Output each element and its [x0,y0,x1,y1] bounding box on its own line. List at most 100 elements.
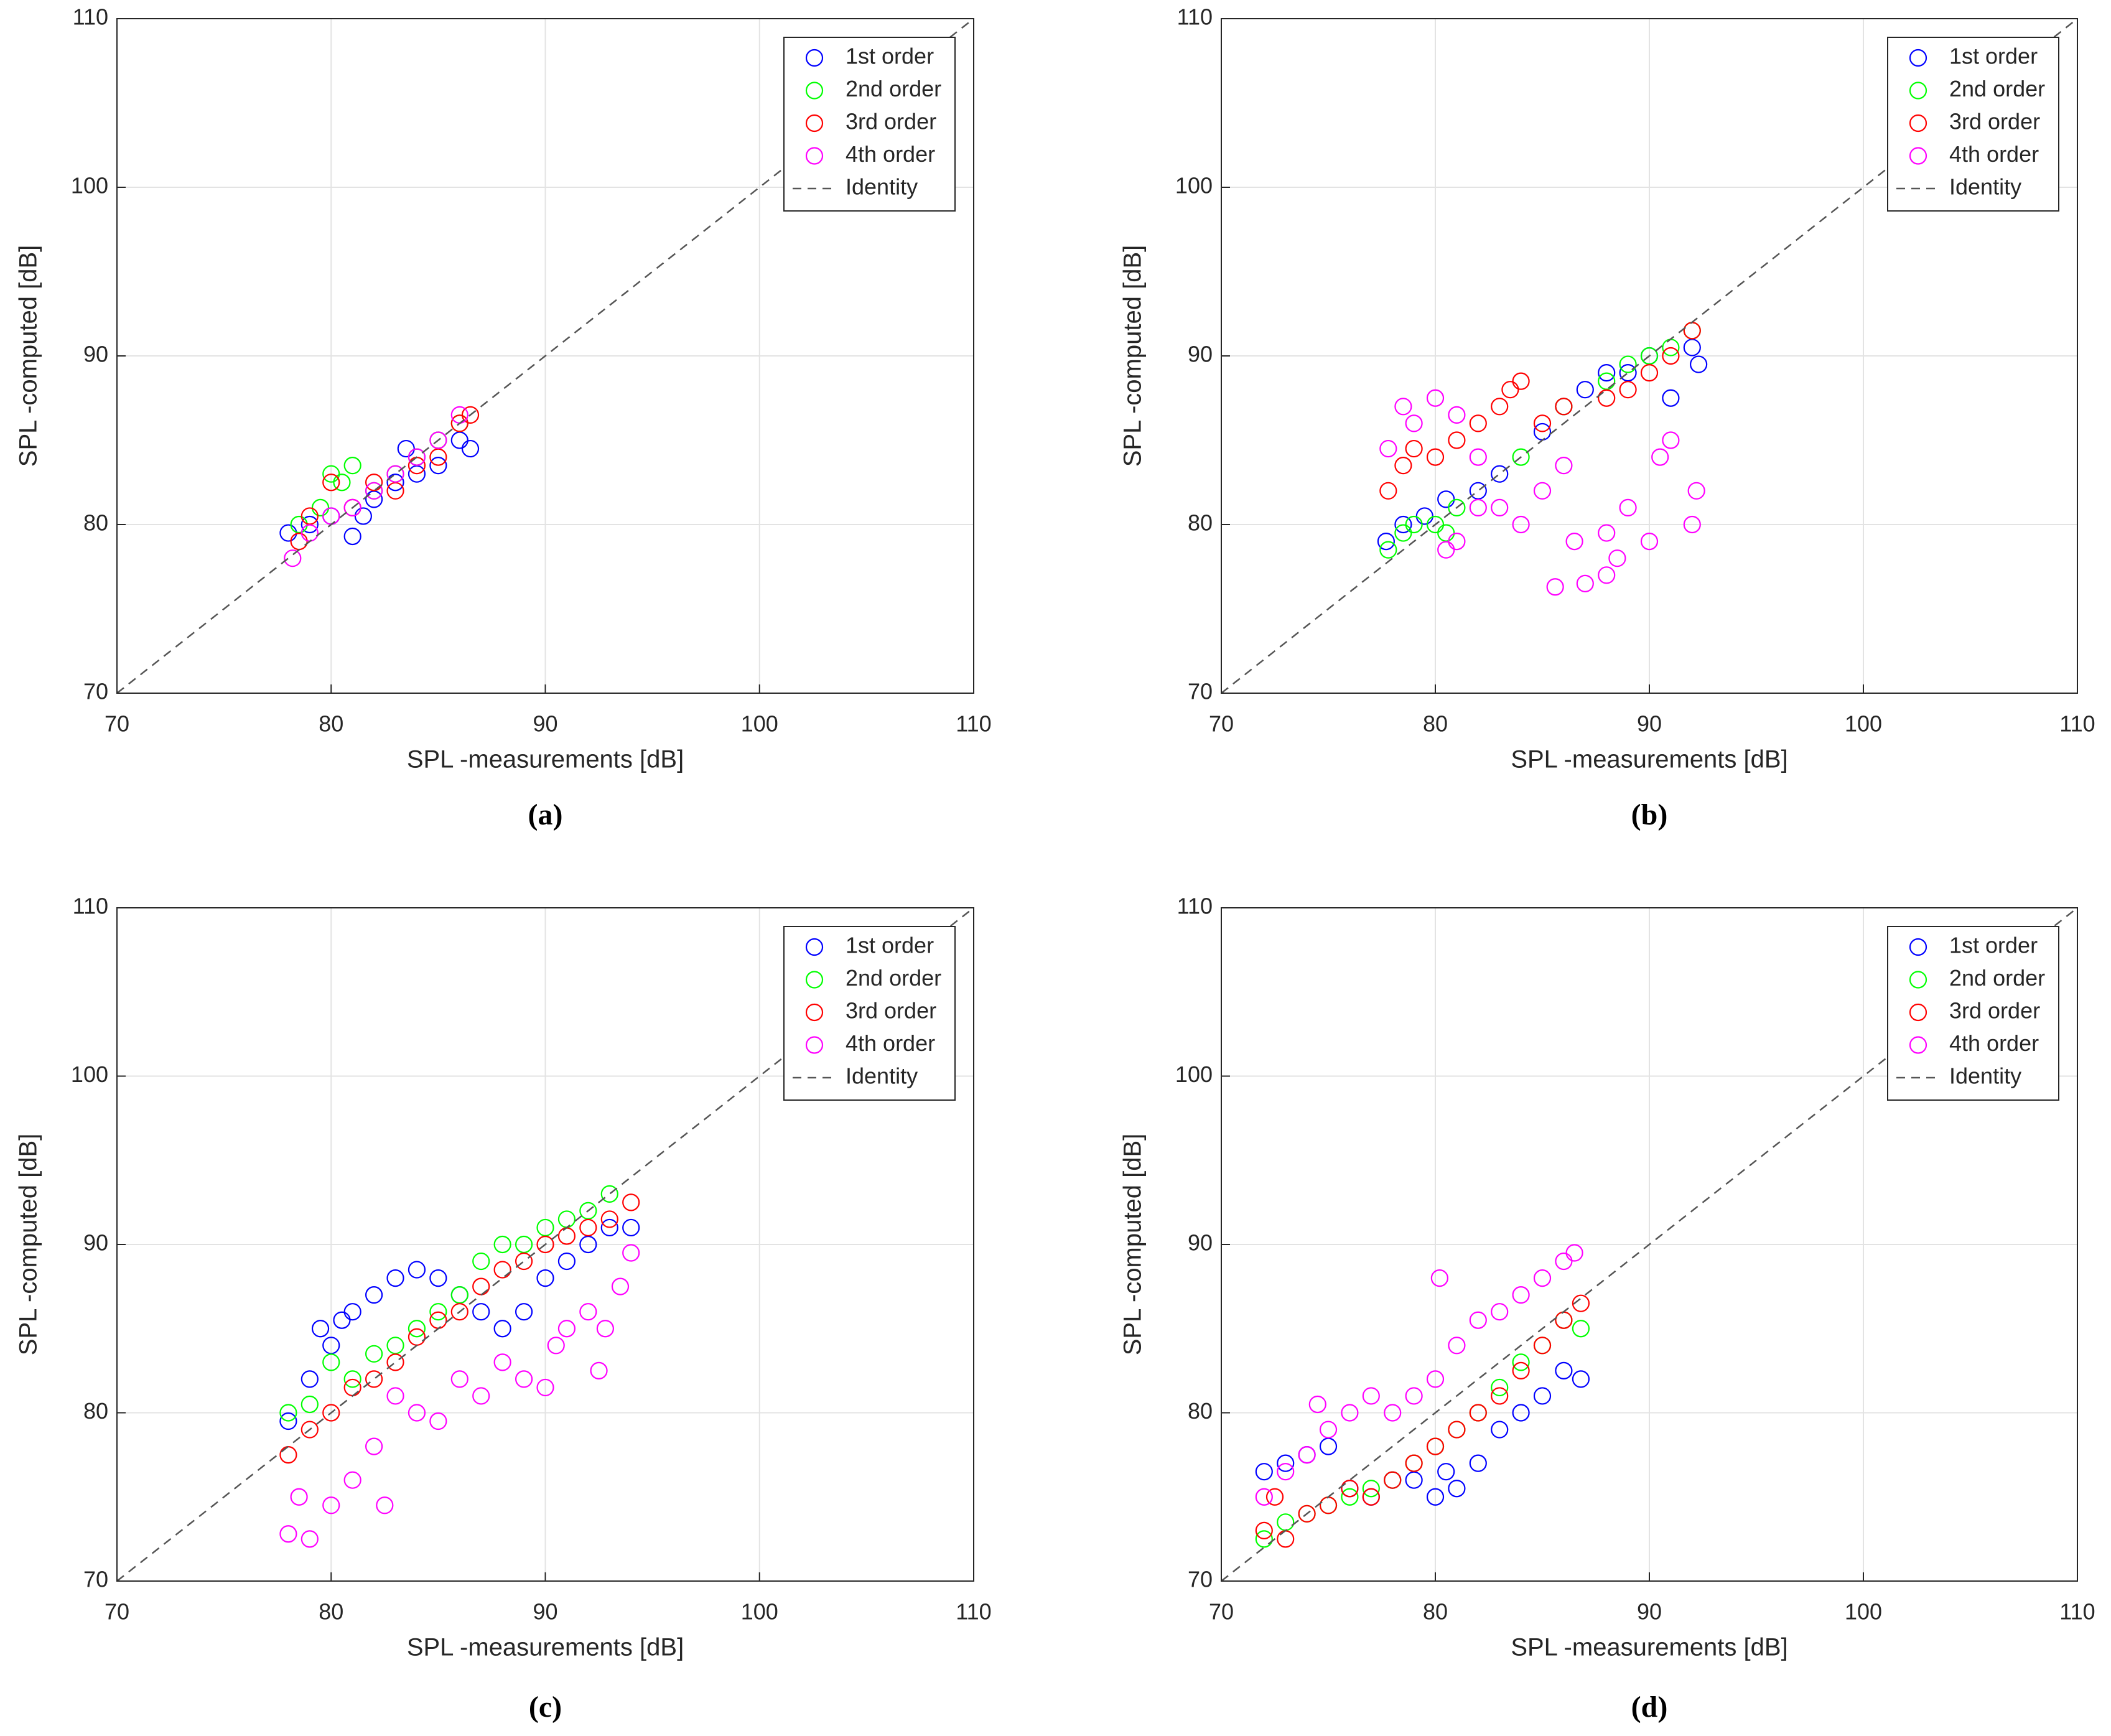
scatter-point [1448,431,1466,449]
scatter-point [579,1218,597,1237]
panel: 70 80 90 100 110 70 80 90 100 110 1st order 2nd ord… [15,4,992,832]
y-tick-label: 70 [1188,1567,1213,1592]
scatter-point [557,1320,576,1338]
scatter-point [1491,465,1509,483]
scatter-point [515,1370,533,1388]
scatter-point [429,1303,447,1321]
x-tick-label: 70 [105,711,129,737]
identity-line [1221,907,2078,1582]
legend-marker [1909,1036,1927,1054]
y-tick-label: 90 [83,342,108,367]
legend-label: 3rd order [846,998,936,1024]
scatter-point [1426,1488,1445,1506]
scatter-point [1405,1454,1423,1472]
scatter-point [1651,448,1669,466]
scatter-point [1319,1421,1338,1439]
x-tick-label: 80 [1423,711,1448,737]
legend-marker [1909,49,1927,67]
axes-frame [116,907,974,1582]
scatter-point [493,1353,511,1371]
x-axis-label: SPL -measurements [dB] [1511,1634,1787,1661]
scatter-point [596,1320,614,1338]
legend-marker [805,1036,824,1054]
scatter-point [1533,1269,1552,1287]
scatter-point [1662,347,1680,365]
scatter-point [301,1421,319,1439]
panel: 70 80 90 100 110 70 80 90 100 110 1st order 2nd ord… [1119,4,2095,832]
legend-label: 3rd order [1949,109,2040,134]
scatter-point [1469,1404,1487,1422]
x-tick-label: 90 [1637,1599,1662,1625]
legend-label: Identity [846,174,918,200]
scatter-point [311,498,330,517]
scatter-point [1469,1454,1487,1472]
scatter-point [1426,515,1445,534]
x-tick-label: 80 [319,711,343,737]
scatter-point [1619,355,1637,373]
identity-line [116,18,974,694]
scatter-point [536,1235,554,1254]
scatter-point [301,1395,319,1414]
scatter-point [1572,1294,1590,1312]
scatter-point [1619,363,1637,382]
scatter-point [1341,1404,1359,1422]
x-axis-label: SPL -measurements [dB] [1511,746,1787,773]
scatter-point [1555,1252,1573,1271]
scatter-point [408,448,426,466]
scatter-point [1555,1361,1573,1379]
scatter-point [622,1218,640,1237]
legend-marker [805,114,824,133]
panel-caption: (d) [1631,1691,1668,1724]
legend-marker [805,82,824,100]
scatter-point [1405,414,1423,432]
scatter-point [1512,1286,1530,1304]
scatter-point [365,474,383,492]
legend-label: Identity [846,1063,918,1089]
scatter-point [429,431,447,449]
y-tick-label: 100 [1175,173,1213,198]
y-tick-label: 70 [83,679,108,704]
scatter-point [1379,439,1397,458]
scatter-point [1430,1269,1448,1287]
scatter-point [429,1412,447,1430]
y-tick-label: 110 [73,4,108,30]
panel: 70 80 90 100 110 70 80 90 100 110 1st order 2nd ord… [15,894,992,1724]
scatter-point [1683,515,1701,534]
scatter-point [1512,448,1530,466]
scatter-point [1546,578,1564,596]
x-tick-label: 80 [1423,1599,1448,1625]
y-axis-label: SPL -computed [dB] [15,245,42,467]
scatter-point [284,549,302,567]
scatter-point [311,1320,330,1338]
y-tick-label: 110 [1177,894,1213,919]
scatter-point [1255,1530,1273,1548]
scatter-point [1362,1387,1380,1405]
y-tick-label: 70 [83,1567,108,1592]
scatter-point [1255,1463,1273,1481]
y-tick-label: 110 [73,894,108,919]
scatter-point [1469,414,1487,432]
scatter-point [1512,1353,1530,1371]
scatter-point [1469,448,1487,466]
scatter-point [376,1496,394,1514]
y-tick-label: 80 [83,1398,108,1424]
scatter-point [1512,372,1530,390]
scatter-point [1394,515,1412,534]
scatter-point [1379,541,1397,559]
scatter-point [408,465,426,483]
scatter-point [429,457,447,475]
scatter-point [547,1337,565,1355]
scatter-point [1565,532,1583,551]
x-tick-label: 100 [1845,1599,1882,1625]
legend-label: Identity [1949,174,2021,200]
scatter-point [1362,1480,1380,1498]
legend-label: 2nd order [846,965,941,991]
scatter-point [322,474,340,492]
x-tick-label: 70 [1209,711,1234,737]
scatter-point [472,1252,490,1271]
scatter-point [365,1437,383,1455]
x-tick-label: 90 [533,1599,557,1625]
panel: 70 80 90 100 110 70 80 90 100 110 1st order 2nd ord… [1119,894,2095,1724]
scatter-point [1394,524,1412,542]
scatter-point [1255,1521,1273,1539]
